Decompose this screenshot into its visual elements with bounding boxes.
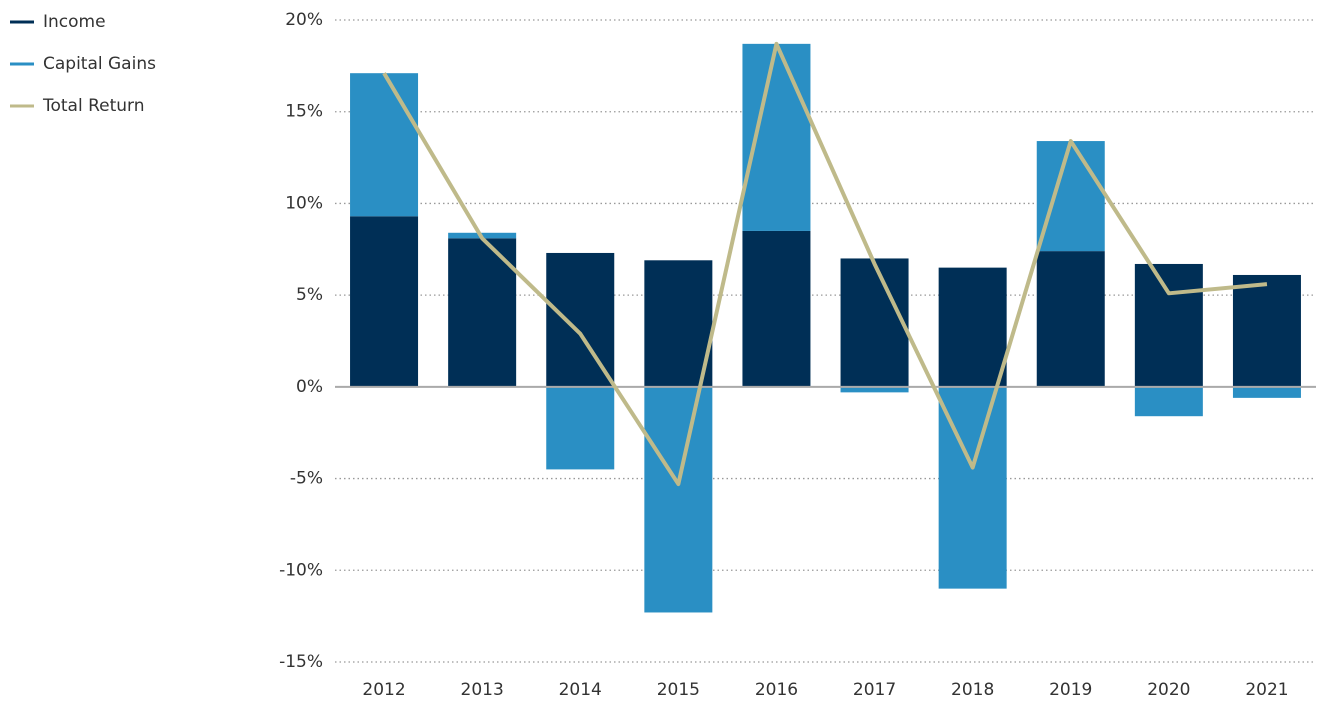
bar bbox=[742, 230, 811, 387]
x-tick-label: 2017 bbox=[853, 680, 896, 700]
bar bbox=[938, 267, 1007, 387]
x-tick-label: 2020 bbox=[1147, 680, 1190, 700]
bar bbox=[840, 386, 909, 393]
bar bbox=[1232, 274, 1301, 387]
x-tick-label: 2016 bbox=[755, 680, 798, 700]
x-tick-label: 2019 bbox=[1049, 680, 1092, 700]
bar bbox=[840, 258, 909, 387]
legend-label: Capital Gains bbox=[43, 54, 156, 74]
x-tick-label: 2021 bbox=[1245, 680, 1288, 700]
bar bbox=[1036, 141, 1105, 252]
bar bbox=[546, 252, 615, 387]
y-tick-label: -5% bbox=[290, 469, 323, 489]
bar bbox=[644, 386, 713, 613]
x-tick-label: 2018 bbox=[951, 680, 994, 700]
y-tick-label: 15% bbox=[285, 102, 323, 122]
line bbox=[382, 41, 1268, 487]
x-tick-label: 2013 bbox=[461, 680, 504, 700]
y-tick-label: 5% bbox=[296, 285, 323, 305]
bar bbox=[1134, 263, 1203, 387]
y-tick-label: 10% bbox=[285, 193, 323, 213]
x-tick-label: 2012 bbox=[362, 680, 405, 700]
bar bbox=[1134, 386, 1203, 417]
bar bbox=[1232, 386, 1301, 398]
bar bbox=[350, 73, 419, 217]
y-tick-label: 0% bbox=[296, 377, 323, 397]
y-tick-label: -15% bbox=[279, 652, 323, 672]
bar bbox=[546, 386, 615, 470]
y-tick-label: 20% bbox=[285, 10, 323, 30]
legend-label: Total Return bbox=[42, 96, 145, 116]
bar bbox=[350, 216, 419, 387]
y-tick-label: -10% bbox=[279, 560, 323, 580]
bar bbox=[1036, 251, 1105, 387]
x-tick-label: 2015 bbox=[657, 680, 700, 700]
bar bbox=[644, 260, 713, 387]
bar bbox=[742, 43, 811, 231]
legend-label: Income bbox=[43, 12, 106, 32]
x-tick-label: 2014 bbox=[559, 680, 602, 700]
